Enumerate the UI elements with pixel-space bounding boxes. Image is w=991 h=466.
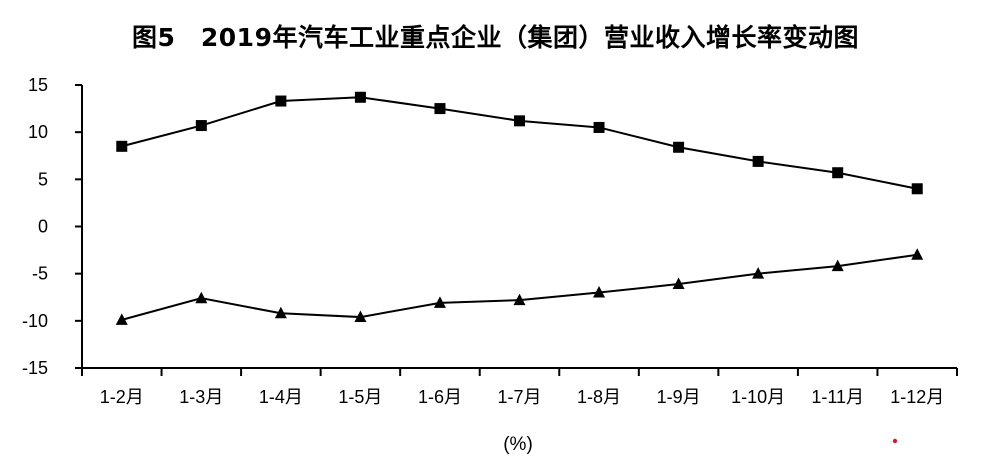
data-point-square	[434, 103, 446, 115]
x-tick-label: 1-10月	[731, 387, 785, 407]
data-point-triangle	[513, 293, 526, 306]
data-point-square	[116, 140, 128, 152]
x-axis-ticks: 1-2月 1-3月 1-4月 1-5月 1-6月 1-7月 1-8月 1-9月 1-10月 1-1…	[81, 368, 958, 407]
x-tick-label: 1-5月	[338, 387, 382, 407]
x-tick-label: 1-11月	[811, 387, 864, 407]
data-point-triangle	[115, 313, 128, 325]
x-tick-label: 1-4月	[259, 387, 303, 407]
data-point-square	[673, 141, 685, 153]
data-point-triangle	[354, 310, 367, 323]
data-point-triangle	[593, 286, 606, 298]
chart-title: 图5 2019年汽车工业重点企业（集团）营业收入增长率变动图	[132, 23, 859, 52]
y-tick-label: -10	[22, 311, 48, 331]
y-tick-label: -15	[22, 358, 48, 378]
series-line-1	[121, 96, 918, 190]
data-point-triangle	[274, 306, 287, 319]
data-point-triangle	[911, 248, 924, 260]
chart-axes	[81, 85, 957, 369]
x-tick-label: 1-8月	[577, 387, 621, 407]
data-point-square	[514, 115, 525, 127]
data-point-square	[275, 95, 287, 107]
y-tick-label: 15	[28, 75, 48, 95]
y-tick-label: 0	[38, 217, 48, 237]
x-tick-label: 1-2月	[100, 387, 144, 407]
data-point-square	[593, 121, 605, 133]
x-tick-label: 1-7月	[497, 387, 541, 407]
data-point-triangle	[672, 277, 685, 290]
red-dot-mark	[892, 438, 898, 444]
series-line-2	[121, 253, 918, 321]
x-tick-label: 1-3月	[179, 387, 223, 407]
data-point-square	[354, 91, 366, 103]
x-tick-label: 1-12月	[890, 387, 944, 407]
x-tick-label: 1-9月	[657, 387, 701, 407]
data-point-triangle	[831, 259, 844, 272]
y-tick-label: 5	[38, 169, 48, 189]
data-point-square	[832, 167, 844, 179]
y-tick-label: 10	[28, 122, 48, 142]
x-axis-unit-label: (%)	[503, 434, 533, 455]
data-point-triangle	[433, 296, 446, 308]
y-axis-ticks: 15 10 5 0 -5 -10 -15	[22, 75, 82, 378]
x-tick-label: 1-6月	[418, 387, 462, 407]
data-point-triangle	[752, 267, 765, 279]
chart-series	[115, 91, 924, 325]
data-point-triangle	[195, 291, 208, 304]
data-point-square	[195, 120, 207, 132]
data-point-square	[911, 183, 923, 195]
y-tick-label: -5	[32, 264, 48, 284]
data-point-square	[752, 155, 764, 167]
